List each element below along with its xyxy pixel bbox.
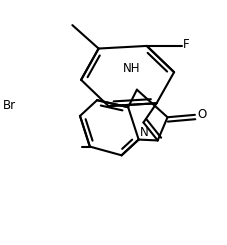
Text: NH: NH: [122, 62, 140, 75]
Text: N: N: [140, 126, 148, 139]
Text: O: O: [197, 108, 206, 121]
Text: F: F: [182, 38, 189, 51]
Text: Br: Br: [3, 99, 16, 112]
